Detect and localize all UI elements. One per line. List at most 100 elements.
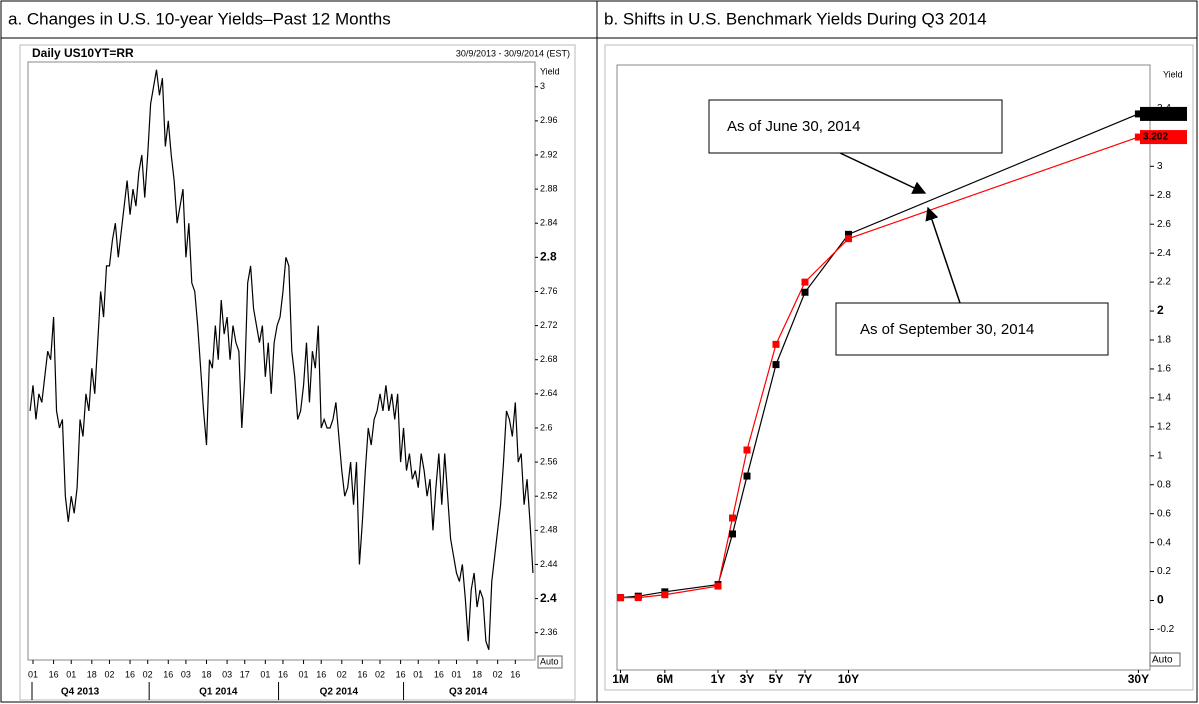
y-tick-label: 1.2 (1157, 421, 1171, 432)
y-tick-label: 2.76 (540, 286, 558, 296)
end-value-label: 3.362 (1143, 109, 1168, 120)
x-tick-label: 02 (337, 669, 347, 679)
x-tick-label: 1M (612, 672, 629, 686)
curve-point (743, 446, 751, 454)
y-tick-label: 2.84 (540, 218, 558, 228)
y-tick-label: 2.4 (540, 591, 557, 605)
curve-point (801, 278, 809, 286)
scale-button[interactable] (1149, 652, 1181, 667)
scale-mode: Auto (1152, 655, 1173, 666)
y-tick-label: 3 (540, 81, 545, 91)
x-tick-label: 16 (510, 669, 520, 679)
y-tick-label: 2.52 (540, 491, 558, 501)
y-tick-label: 2.92 (540, 149, 558, 159)
curve-point (743, 472, 751, 480)
annotation-arrow (925, 206, 961, 304)
y-tick-label: 0.4 (1157, 537, 1171, 548)
y-axis-label: Yield (540, 66, 560, 76)
y-tick-label: 2.88 (540, 183, 558, 193)
curve-point (772, 340, 780, 348)
date-range: 30/9/2013 - 30/9/2014 (EST) (456, 48, 570, 58)
end-value-label: 3.202 (1143, 132, 1168, 143)
annotation-arrow (839, 152, 927, 194)
y-tick-label: 2.96 (540, 115, 558, 125)
end-value-box (1140, 106, 1187, 121)
y-tick-label: 2.72 (540, 320, 558, 330)
y-tick-label: 2.8 (540, 250, 557, 264)
x-tick-label: 01 (260, 669, 270, 679)
plot-area (27, 61, 536, 661)
y-tick-label: 0.2 (1157, 566, 1171, 577)
x-tick-label: 10Y (838, 672, 859, 686)
chart-b: -0.2 0 0.2 0.4 0.6 0.8 1 1.2 1.4 1.6 1.8 2 2.2 2.4 2.6… (612, 103, 1187, 686)
x-tick-label: 16 (49, 669, 59, 679)
x-tick-label: 30Y (1128, 672, 1149, 686)
x-tick-label: 02 (375, 669, 385, 679)
x-tick-label: 17 (240, 669, 250, 679)
curve-point (1134, 110, 1142, 118)
curve-point (634, 594, 642, 602)
chart-subtitle: Daily US10YT=RR (32, 46, 134, 60)
curve-line (620, 113, 1139, 599)
y-tick-label: 1.8 (1157, 335, 1171, 346)
y-tick-label: 2.56 (540, 456, 558, 466)
x-tick-label: 18 (87, 669, 97, 679)
curve-point (844, 235, 852, 243)
y-tick-label: 2.8 (1157, 190, 1171, 201)
y-tick-label: 1 (1157, 450, 1163, 461)
annotation-box (835, 302, 1109, 356)
x-tick-label: 6M (657, 672, 674, 686)
x-tick-label: 16 (278, 669, 288, 679)
x-tick-label: 01 (451, 669, 461, 679)
x-tick-label: 16 (396, 669, 406, 679)
y-tick-label: 0 (1157, 593, 1164, 607)
x-tick-label: 01 (28, 669, 38, 679)
y-tick-label: 2.44 (540, 559, 558, 569)
quarter-label: Q1 2014 (199, 687, 238, 698)
curve-point (714, 582, 722, 590)
plot-area (616, 64, 1151, 671)
yield-line (29, 69, 534, 650)
x-tick-label: 01 (66, 669, 76, 679)
y-tick-label: 2.36 (540, 627, 558, 637)
curve-point (801, 288, 809, 296)
y-tick-label: 1.4 (1157, 393, 1171, 404)
x-tick-label: 02 (104, 669, 114, 679)
quarter-label: Q2 2014 (320, 687, 359, 698)
curve-point (1134, 133, 1142, 141)
y-tick-label: 1.6 (1157, 364, 1171, 375)
y-tick-label: 2.6 (540, 422, 553, 432)
y-tick-label: 2.6 (1157, 219, 1171, 230)
x-tick-label: 3Y (740, 672, 755, 686)
y-tick-label: 0.8 (1157, 479, 1171, 490)
y-tick-label: 2 (1157, 303, 1164, 317)
x-tick-label: 16 (434, 669, 444, 679)
x-tick-label: 02 (493, 669, 503, 679)
x-tick-label: 02 (143, 669, 153, 679)
y-tick-label: 2.2 (1157, 277, 1171, 288)
curve-line (620, 136, 1139, 599)
x-tick-label: 16 (163, 669, 173, 679)
x-tick-label: 01 (299, 669, 309, 679)
curve-point (844, 230, 852, 238)
x-tick-label: 5Y (769, 672, 784, 686)
y-tick-label: 2.4 (1157, 248, 1171, 259)
x-tick-label: 03 (222, 669, 232, 679)
scale-button[interactable] (537, 655, 563, 669)
x-tick-label: 1Y (711, 672, 726, 686)
curve-point (617, 594, 625, 602)
scale-mode: Auto (540, 656, 559, 666)
y-tick-label: 2.48 (540, 525, 558, 535)
annotation-box (708, 99, 1003, 154)
curve-point (772, 361, 780, 369)
y-axis-label: Yield (1163, 69, 1183, 79)
y-tick-label: -0.2 (1157, 624, 1175, 635)
x-tick-label: 18 (202, 669, 212, 679)
quarter-label: Q3 2014 (449, 687, 488, 698)
panel-title: a. Changes in U.S. 10-year Yields–Past 1… (8, 9, 391, 28)
x-tick-label: 03 (181, 669, 191, 679)
annotation-text: As of September 30, 2014 (860, 321, 1034, 338)
quarter-label: Q4 2013 (61, 687, 100, 698)
y-tick-label: 2.64 (540, 388, 558, 398)
